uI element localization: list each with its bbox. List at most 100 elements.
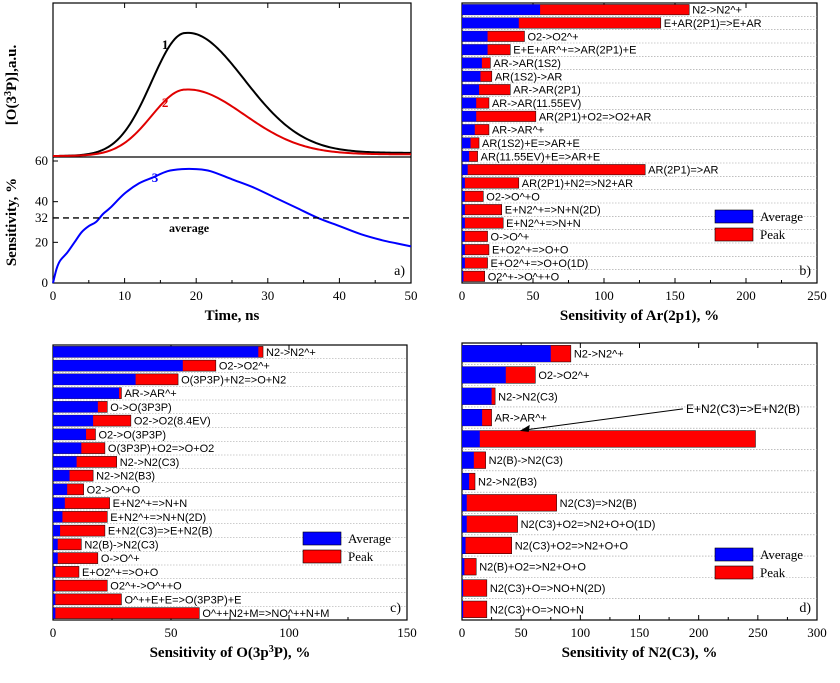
bar-label: AR->AR(11.55EV) [492, 98, 581, 110]
average-bar [53, 580, 56, 592]
bar-label: AR(2P1)+N2=>N2+AR [522, 178, 633, 190]
average-bar [462, 387, 492, 405]
average-bar [53, 483, 68, 495]
bar-label: E+N2^+=>N+N [506, 218, 581, 230]
bar-label: N2(C3)=>N2(B) [560, 498, 637, 510]
curve-1-label: 1 [162, 37, 169, 52]
panel-label: a) [394, 264, 405, 279]
average-bar [462, 57, 482, 69]
bar-label: E+O2^+=>O+O [492, 245, 569, 257]
peak-bar [52, 552, 99, 564]
bar-label: N2(C3)+O=>NO+N(2D) [490, 583, 606, 595]
y-axis-title-top: [O(33P)],a.u. [3, 45, 21, 126]
average-bar [53, 593, 56, 605]
average-bar [462, 71, 481, 82]
average-bar [462, 177, 465, 189]
bar-label: E+N2^+=>N+N(2D) [110, 512, 206, 524]
bar-label: N2(C3)+O=>NO+N [490, 604, 584, 616]
average-bar [53, 346, 259, 358]
curve-3-label: 3 [152, 170, 159, 185]
bar-label: E+O2^+=>O+O [82, 567, 159, 579]
curve-2 [53, 88, 411, 157]
bar-label: E+O2^+=>O+O(1D) [491, 258, 589, 270]
average-bar [462, 231, 465, 242]
bar-label: O2->O2^+ [527, 31, 578, 43]
bar-label: O2->O2(8.4EV) [134, 416, 211, 428]
x-tick-label: 200 [689, 625, 709, 640]
bar-label: O2->O^+O [486, 191, 540, 203]
bar-label: AR(1S2)->AR [495, 71, 563, 83]
x-tick-label: 100 [571, 625, 591, 640]
peak-bar [461, 190, 484, 202]
peak-bar [461, 230, 488, 242]
average-bar [53, 497, 65, 509]
peak-bar [461, 600, 488, 618]
average-bar [462, 31, 488, 42]
bar-label: O2->O(3P3P) [98, 429, 166, 441]
y-tick-label: 40 [35, 194, 48, 209]
average-bar [53, 566, 56, 578]
average-bar [53, 456, 77, 468]
average-bar [462, 97, 477, 109]
curve-1 [53, 31, 412, 157]
peak-bar [461, 164, 646, 176]
panel-label: d) [799, 601, 811, 616]
x-tick-label: 50 [165, 625, 178, 640]
average-bar [462, 558, 465, 576]
annotation-label: E+N2(C3)=>E+N2(B) [686, 402, 800, 416]
bar-label: O2->O^+O [87, 484, 141, 496]
average-bar [462, 191, 465, 202]
x-tick-label: 100 [594, 288, 614, 303]
bar-label: N2(B)->N2(C3) [84, 539, 158, 551]
legend-average-swatch [714, 547, 754, 562]
average-bar [462, 84, 480, 95]
average-bar [462, 44, 488, 55]
peak-bar [461, 217, 504, 229]
bar-label: AR(1S2)+E=>AR+E [482, 138, 580, 150]
bar-label: E+N2^+=>N+N(2D) [505, 205, 601, 217]
x-axis-title: Time, ns [205, 308, 260, 324]
bar-label: O^++E+E=>O(3P3P)+E [124, 594, 241, 606]
y-tick-label: 0 [42, 275, 49, 290]
bar-label: O(3P3P)+N2=>O+N2 [181, 374, 286, 386]
peak-bar [52, 607, 200, 619]
bar-label: AR->AR(1S2) [493, 58, 561, 70]
bar-label: O2->O2^+ [538, 370, 589, 382]
average-bar [462, 137, 471, 149]
bar-label: N2->N2(C3) [120, 457, 180, 469]
legend-average-swatch [302, 531, 342, 546]
average-bar [462, 271, 464, 282]
average-bar [462, 345, 551, 362]
x-tick-label: 50 [405, 288, 418, 303]
legend-average-label: Average [760, 209, 803, 224]
average-bar [462, 111, 477, 122]
bar-label: O^++N2+M=>NO^++N+M [202, 608, 329, 620]
x-tick-label: 30 [261, 288, 274, 303]
bar-label: N2(B)+O2=>N2+O+O [479, 562, 586, 574]
curve-2-label: 2 [162, 95, 169, 110]
legend-average-label: Average [760, 547, 803, 562]
average-bar [462, 579, 464, 597]
average-bar [53, 415, 94, 427]
peak-bar [461, 494, 557, 512]
average-bar [462, 601, 464, 618]
average-bar [53, 442, 82, 454]
curve-3 [52, 167, 412, 284]
bar-label: O(3P3P)+O2=>O+O2 [108, 443, 214, 455]
bar-label: N2(C3)+O2=>N2+O+O(1D) [521, 519, 656, 531]
bar-label: AR(2P1)=>AR [648, 165, 718, 177]
bar-label: AR(2P1)+O2=>O2+AR [539, 111, 652, 123]
average-bar [462, 204, 465, 215]
bar-label: O2^+->O^++O [488, 271, 560, 283]
average-bar [53, 525, 61, 537]
x-tick-label: 20 [190, 288, 203, 303]
annotation-arrowhead [519, 424, 530, 432]
average-bar [53, 401, 98, 413]
peak-bar [461, 536, 512, 554]
peak-bar [461, 244, 490, 256]
average-bar [53, 552, 58, 564]
average-bar [462, 473, 470, 490]
average-bar [462, 366, 506, 384]
average-bar [462, 244, 465, 255]
